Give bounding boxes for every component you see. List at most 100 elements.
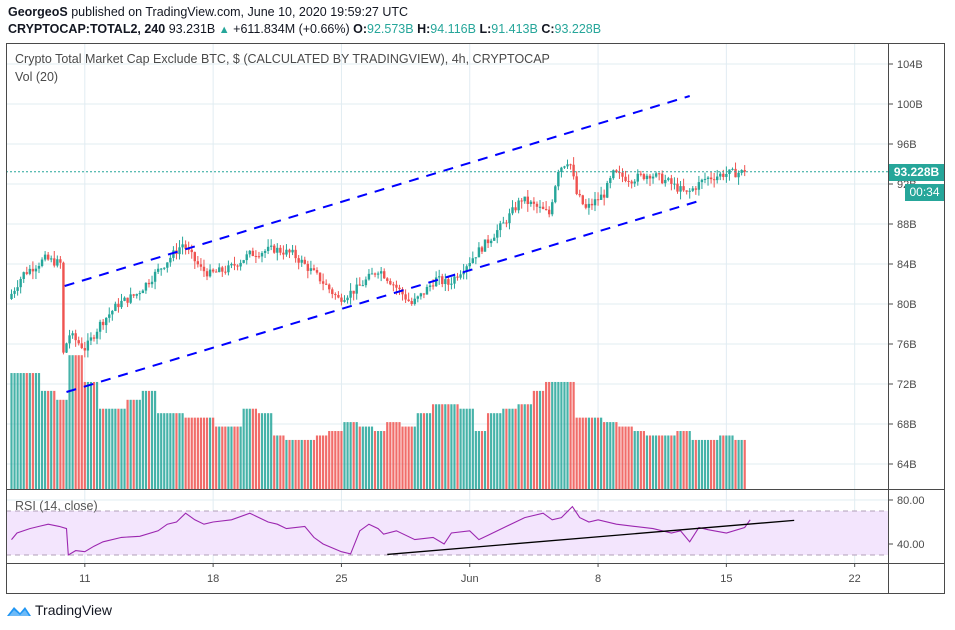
volume-bar <box>34 373 38 489</box>
author-name[interactable]: GeorgeoS <box>8 5 68 19</box>
candle-body <box>114 303 117 311</box>
candle-body <box>489 240 493 244</box>
candle-body <box>346 297 349 301</box>
candle-body <box>331 289 334 295</box>
volume-bar <box>312 439 316 489</box>
volume-bar <box>77 355 80 489</box>
channel-line-lower[interactable] <box>66 200 700 393</box>
price-tick-label: 68B <box>897 419 917 431</box>
volume-bar <box>639 431 642 489</box>
candle-body <box>438 276 441 278</box>
candle-body <box>337 295 340 298</box>
candle-body <box>566 164 569 167</box>
volume-bar <box>438 404 441 489</box>
volume-bar <box>364 426 367 489</box>
candle-body <box>541 206 545 209</box>
volume-bar <box>65 399 68 489</box>
rsi-trendline[interactable] <box>387 519 795 556</box>
volume-bar <box>260 413 264 489</box>
candle-body <box>172 250 175 258</box>
volume-bar <box>221 426 224 489</box>
candle-body <box>276 247 279 253</box>
candle-body <box>731 168 734 170</box>
time-tick-label: 15 <box>720 573 732 585</box>
volume-bar <box>673 435 676 489</box>
volume-bar <box>560 381 563 489</box>
candle-body <box>291 249 294 253</box>
candle-body <box>737 172 740 178</box>
volume-bar <box>135 399 138 489</box>
candle-body <box>615 170 618 173</box>
volume-bar <box>303 439 306 489</box>
volume-bar <box>523 404 526 489</box>
volume-bar <box>474 431 477 489</box>
candle-body <box>22 272 25 279</box>
price-axis[interactable]: 64B68B72B76B80B84B88B92B96B100B104B <box>888 59 923 471</box>
volume-bar <box>74 355 77 489</box>
volume-bar <box>737 439 740 489</box>
volume-bar <box>682 431 685 489</box>
volume-bar <box>236 426 239 489</box>
candle-body <box>254 255 258 257</box>
brand[interactable]: TradingView <box>6 602 112 618</box>
candle-body <box>117 303 120 308</box>
candle-body <box>474 257 478 259</box>
volume-bar <box>734 439 737 489</box>
volume-bar <box>661 435 664 489</box>
volume-bar <box>254 408 257 489</box>
volume-bar <box>175 413 178 489</box>
volume-bar <box>212 417 215 489</box>
candle-body <box>266 246 270 251</box>
volume-bar <box>722 435 725 489</box>
channel-line-upper[interactable] <box>64 95 691 287</box>
rsi-tick-label: 80.00 <box>897 495 925 507</box>
low-value: 91.413B <box>491 22 538 36</box>
candle-body <box>734 168 737 178</box>
chart-title: Crypto Total Market Cap Exclude BTC, $ (… <box>15 52 550 66</box>
tradingview-logo-icon <box>7 607 31 616</box>
candle-body <box>609 178 612 183</box>
candle-body <box>62 262 65 353</box>
candle-body <box>328 284 331 290</box>
volume-bar <box>398 422 401 489</box>
volume-bar <box>499 413 502 489</box>
volume-bar <box>444 404 447 489</box>
price-tick-label: 84B <box>897 259 917 271</box>
volume-bar <box>160 413 163 489</box>
volume-bar <box>459 408 462 489</box>
candle-body <box>447 279 450 285</box>
candle-body <box>334 294 337 296</box>
candle-body <box>612 170 615 179</box>
volume-bar <box>108 408 111 489</box>
volume-bar <box>413 426 416 489</box>
time-axis[interactable]: 11 18 25 Jun 8 15 22 <box>79 563 861 585</box>
candle-body <box>68 335 71 344</box>
candle-body <box>150 281 154 285</box>
time-tick-label: 18 <box>207 573 219 585</box>
last-price: 93.231B <box>168 22 216 36</box>
candle-body <box>303 259 306 264</box>
candle-body <box>288 249 291 253</box>
current-price-tag: 93.228B <box>889 164 944 181</box>
volume-bar <box>587 417 590 489</box>
candle-body <box>19 278 22 288</box>
rsi-axis[interactable]: 40.00 80.00 <box>888 495 925 551</box>
volume-bar <box>377 431 380 489</box>
volume-bar <box>697 439 700 489</box>
candle-body <box>300 259 303 263</box>
volume-bar <box>245 408 248 489</box>
volume-bar <box>349 422 352 489</box>
volume-bar <box>56 399 59 489</box>
candle-body <box>187 248 190 250</box>
channel-lines[interactable] <box>64 95 700 393</box>
candle-body <box>688 190 691 192</box>
symbol-info: CRYPTOCAP:TOTAL2, 240 93.231B ▲ +611.834… <box>8 22 601 36</box>
volume-bar <box>95 381 99 489</box>
volume-bar <box>386 422 389 489</box>
volume-bar <box>676 431 679 489</box>
candle-body <box>282 252 285 255</box>
candle-body <box>37 265 41 269</box>
candle-body <box>492 237 496 241</box>
candle-body <box>413 298 416 305</box>
